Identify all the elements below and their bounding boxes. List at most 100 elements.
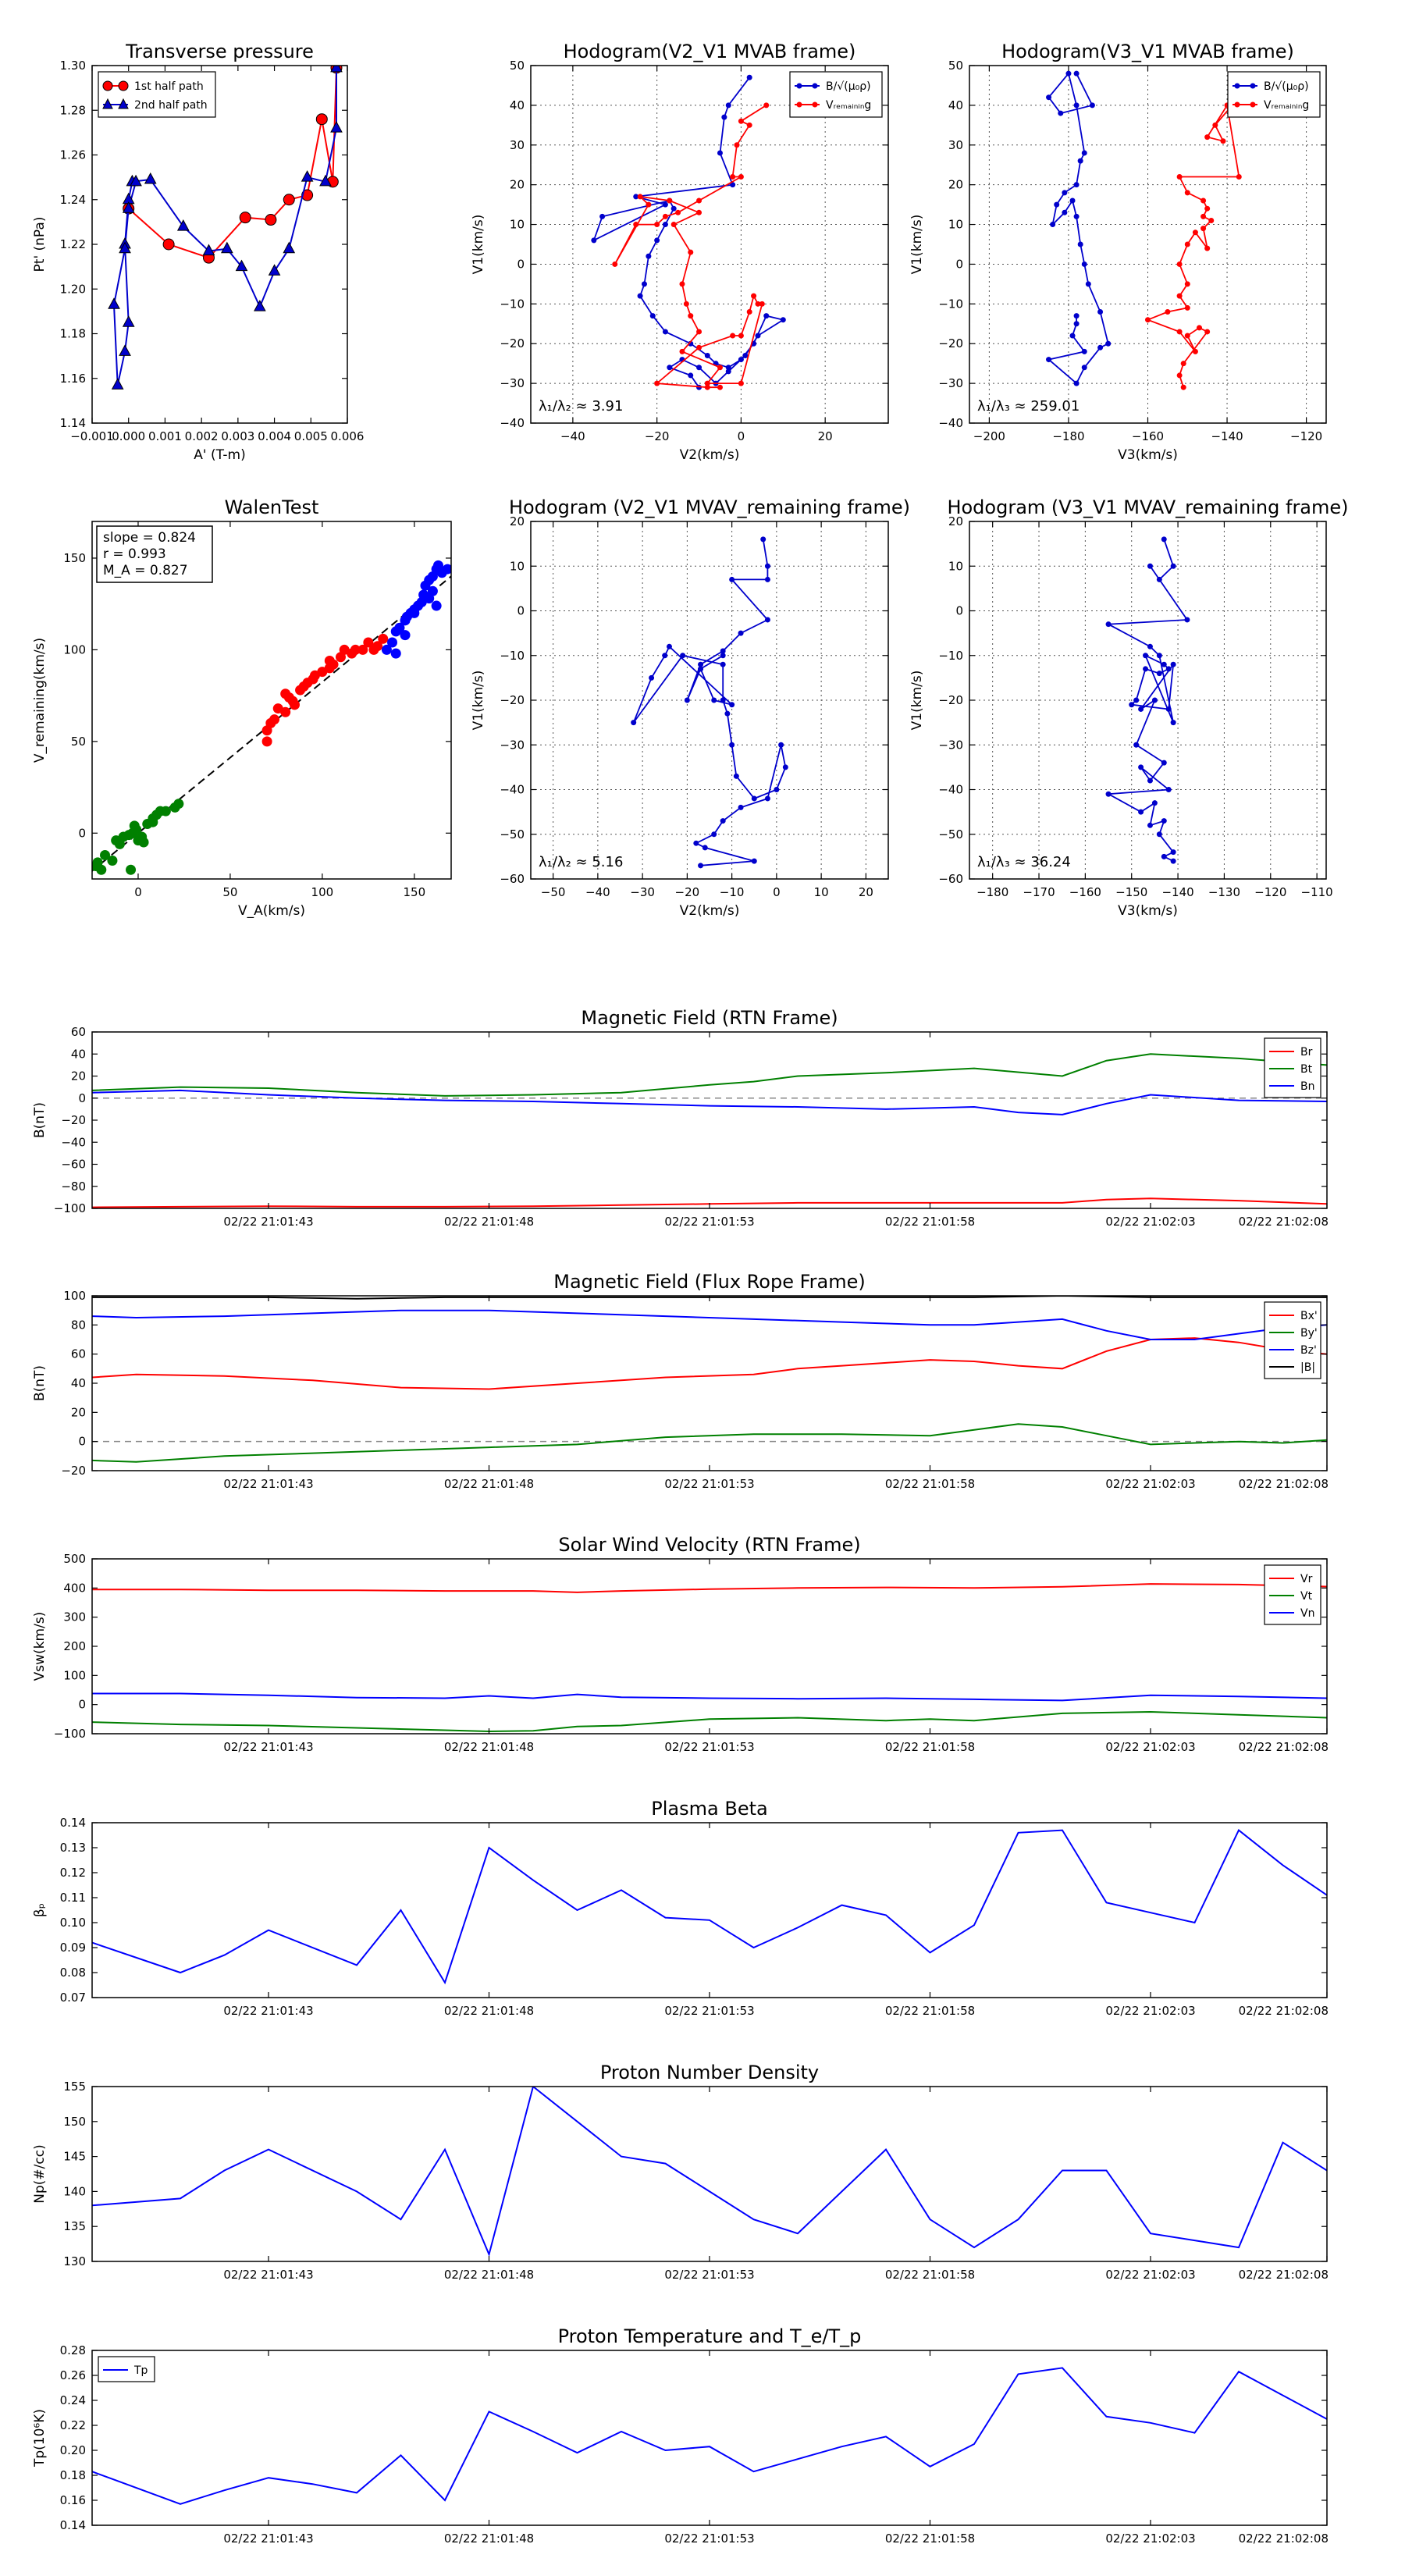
data-point	[1077, 241, 1083, 247]
x-tick-label: −140	[1211, 429, 1243, 443]
data-point	[1046, 94, 1052, 101]
data-point	[92, 857, 103, 868]
data-point	[1081, 261, 1087, 267]
data-point	[738, 630, 744, 636]
legend-label: 2nd half path	[134, 99, 208, 112]
data-point	[1200, 197, 1207, 204]
x-axis-label: V3(km/s)	[1118, 903, 1178, 919]
data-point	[1220, 138, 1226, 144]
x-tick-label: 50	[222, 885, 237, 899]
legend-marker	[796, 83, 802, 89]
data-point	[1151, 800, 1158, 806]
data-point	[1105, 340, 1112, 347]
legend: Br Bt Bn	[1264, 1037, 1321, 1098]
series-1-line	[112, 67, 337, 386]
x-tick-label: 02/22 21:02:03	[1105, 2004, 1195, 2018]
data-point	[654, 222, 660, 228]
x-tick-label: 02/22 21:02:03	[1105, 2268, 1195, 2282]
x-tick-label: −20	[645, 429, 670, 443]
chart-np: 02/22 21:01:43 02/22 21:01:48 02/22 21:01:…	[32, 2062, 1329, 2282]
chart-h2: −200 −180 −160 −140 −120 −40 −30 −20 −10 0 10 20 30 4…	[909, 41, 1327, 463]
data-point	[730, 173, 736, 180]
y-tick-label: 30	[948, 138, 963, 152]
data-point	[280, 706, 291, 717]
y-tick-label: 0.14	[60, 2518, 86, 2532]
data-point	[729, 742, 735, 748]
data-point	[738, 118, 744, 124]
data-point	[301, 189, 314, 201]
y-tick-label: 0.12	[60, 1866, 86, 1880]
x-tick-label: 02/22 21:02:08	[1239, 2268, 1329, 2282]
data-point	[763, 102, 770, 109]
y-tick-label: −20	[500, 336, 525, 350]
y-tick-label: −100	[54, 1727, 86, 1741]
x-tick-label: 02/22 21:01:58	[885, 1215, 975, 1229]
legend-marker	[118, 98, 129, 109]
data-point	[693, 840, 699, 846]
series-1-line	[614, 105, 767, 389]
data-point	[764, 563, 770, 569]
data-point	[1165, 706, 1172, 712]
data-point	[684, 697, 690, 703]
y-tick-label: −10	[500, 297, 525, 311]
data-point	[670, 205, 677, 212]
series-group	[1046, 70, 1242, 390]
chart-title: Hodogram(V3_V1 MVAB frame)	[1001, 41, 1294, 62]
chart-h1: −40 −20 0 20 −40 −30 −20 −10 0 10 20 30 40 50 Hodogram…	[471, 41, 889, 463]
data-point	[111, 835, 122, 846]
data-point	[782, 764, 788, 770]
x-tick-label: 150	[404, 885, 426, 899]
data-point	[442, 564, 451, 575]
series-0-line	[92, 2367, 1327, 2505]
y-tick-label: 140	[63, 2184, 86, 2198]
x-tick-label: 02/22 21:01:48	[444, 1215, 534, 1229]
data-point	[1212, 122, 1218, 128]
data-point	[1165, 666, 1172, 672]
x-tick-label: −180	[1052, 429, 1084, 443]
data-point	[126, 864, 137, 875]
data-point	[729, 702, 735, 708]
data-point	[646, 201, 652, 208]
data-point	[704, 380, 710, 386]
x-tick-label: 02/22 21:01:58	[885, 1740, 975, 1754]
y-tick-label: 0.13	[60, 1841, 86, 1855]
y-tick-label: 40	[71, 1376, 86, 1390]
y-tick-label: 0	[78, 1435, 86, 1449]
data-point	[1073, 380, 1080, 386]
series-group	[92, 1053, 1327, 1208]
y-tick-label: 1.18	[60, 327, 86, 341]
data-point	[591, 237, 597, 244]
y-axis-label: V_remaining(km/s)	[32, 638, 48, 763]
data-point	[363, 637, 374, 648]
data-point	[637, 293, 643, 299]
y-tick-label: −60	[938, 872, 963, 886]
data-point	[667, 197, 673, 204]
legend-marker	[812, 101, 818, 108]
data-point	[1046, 357, 1052, 363]
data-point	[1200, 213, 1207, 219]
data-point	[1138, 809, 1144, 815]
y-tick-label: 150	[63, 2115, 86, 2129]
data-point	[261, 736, 272, 747]
data-point	[662, 213, 668, 219]
data-point	[755, 333, 761, 339]
y-tick-label: 300	[63, 1610, 86, 1624]
y-tick-label: −60	[500, 872, 525, 886]
data-point	[1200, 226, 1207, 232]
data-point	[679, 281, 685, 287]
x-tick-label: 02/22 21:02:03	[1105, 2532, 1195, 2546]
data-point	[646, 253, 652, 259]
x-tick-label: 0.002	[185, 429, 219, 443]
y-tick-label: 20	[510, 514, 525, 528]
series-2-line	[92, 1309, 1327, 1340]
data-point	[698, 666, 704, 672]
series-group	[631, 536, 788, 869]
data-point	[119, 344, 131, 356]
x-tick-label: −200	[973, 429, 1005, 443]
data-point	[649, 674, 655, 681]
data-point	[1161, 853, 1167, 859]
data-point	[683, 301, 689, 307]
data-point	[1170, 858, 1176, 864]
y-tick-label: 10	[948, 559, 963, 573]
y-tick-label: 200	[63, 1639, 86, 1653]
